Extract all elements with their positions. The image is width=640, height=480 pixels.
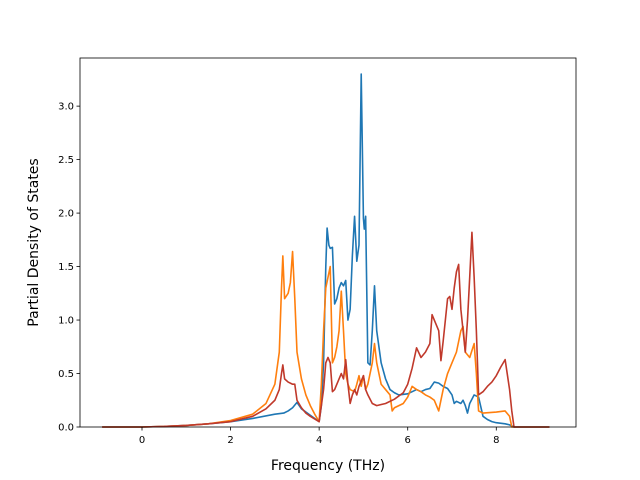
y-tick-label: 0.5 [58,369,74,380]
x-tick-label: 6 [405,435,411,446]
x-axis: 0 2 4 6 8 [139,427,499,446]
y-tick-label: 1.0 [58,316,74,327]
y-tick-label: 2.0 [58,209,74,220]
plot-area [102,73,550,428]
x-tick-label: 0 [139,435,145,446]
y-tick-label: 2.5 [58,155,74,166]
axes-frame [79,57,577,428]
y-tick-label: 3.0 [58,102,74,113]
y-axis: 0.0 0.5 1.0 1.5 2.0 2.5 3.0 [58,102,80,434]
series-line-3 [102,231,550,428]
y-axis-label: Partial Density of States [26,158,42,326]
x-axis-label: Frequency (THz) [271,458,385,474]
x-tick-label: 8 [493,435,499,446]
y-tick-label: 1.5 [58,262,74,273]
x-tick-label: 4 [316,435,322,446]
series-line-2 [102,250,550,428]
x-tick-label: 2 [227,435,233,446]
y-tick-label: 0.0 [58,423,74,434]
